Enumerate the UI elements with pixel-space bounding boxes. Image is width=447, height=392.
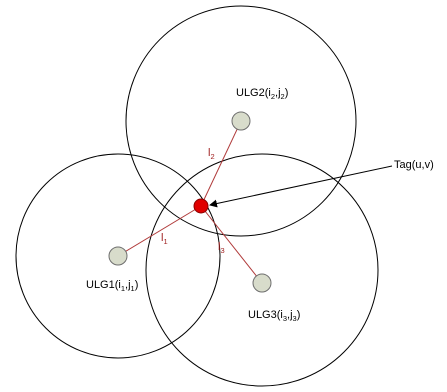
distance-line-l1	[117, 205, 202, 257]
distance-line-l3	[200, 205, 263, 284]
tag-label: Tag(u,v)	[394, 159, 434, 171]
anchor-label-ulg1: ULG1(i1,j1)	[86, 279, 138, 293]
tag-node	[193, 198, 209, 214]
anchor-label-ulg2: ULG2(i2,j2)	[236, 87, 288, 101]
anchor-label-ulg3: ULG3(i3,j3)	[248, 309, 300, 323]
range-circle-ulg3	[145, 153, 379, 387]
distance-label-l3: l3	[218, 241, 225, 255]
tag-pointer-arrow	[209, 165, 393, 208]
range-circle-ulg2	[125, 5, 357, 237]
range-circle-ulg1	[15, 153, 221, 359]
anchor-node-ulg3	[252, 273, 272, 293]
anchor-node-ulg2	[231, 111, 251, 131]
distance-label-l2: l2	[208, 147, 215, 161]
distance-label-l1: l1	[161, 232, 168, 246]
distance-line-l2	[200, 120, 242, 207]
anchor-node-ulg1	[108, 246, 128, 266]
